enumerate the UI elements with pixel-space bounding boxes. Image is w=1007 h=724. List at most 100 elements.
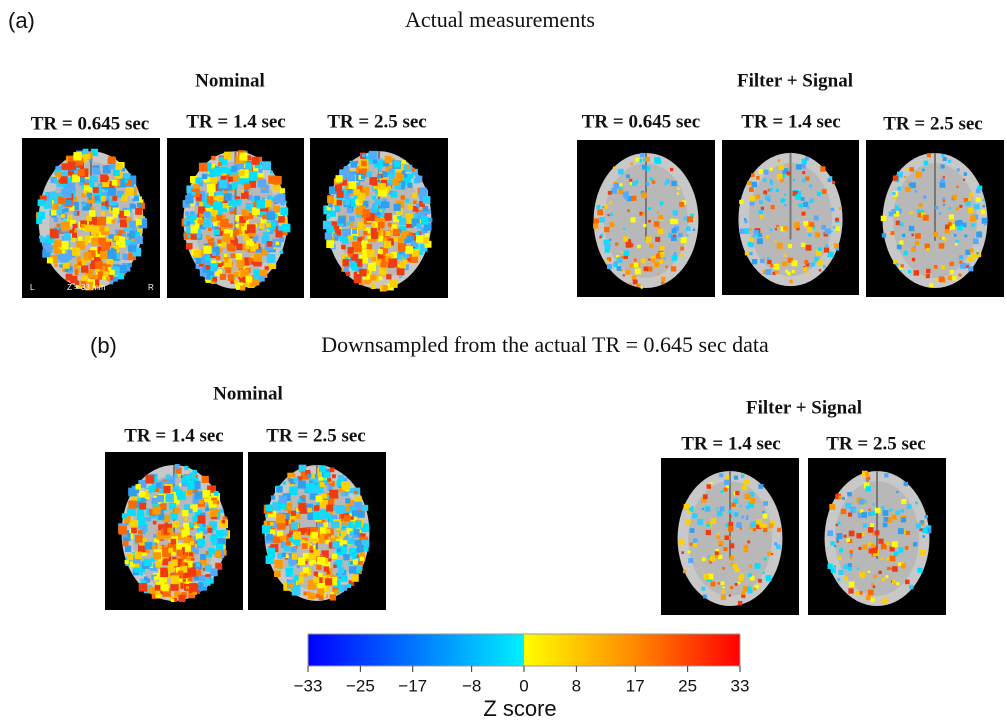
activation [868, 571, 870, 573]
activation [277, 486, 283, 492]
activation [735, 583, 738, 586]
activation [320, 482, 325, 487]
activation [407, 183, 412, 188]
activation [166, 475, 171, 480]
activation [280, 207, 288, 215]
activation [217, 239, 221, 243]
activation [922, 528, 927, 533]
activation [416, 204, 419, 207]
activation [971, 253, 976, 258]
activation [343, 554, 349, 560]
activation [648, 207, 651, 210]
activation [52, 203, 58, 209]
activation [629, 283, 631, 285]
activation [862, 545, 867, 550]
activation [681, 237, 687, 243]
activation [874, 530, 879, 535]
activation [859, 572, 865, 578]
activation [348, 247, 354, 253]
activation [139, 491, 145, 497]
activation [38, 199, 45, 206]
activation [745, 220, 748, 223]
activation [955, 243, 958, 246]
activation [407, 177, 411, 181]
activation [342, 259, 349, 266]
activation [353, 559, 358, 564]
activation [650, 244, 654, 248]
activation [644, 267, 649, 272]
activation [844, 576, 848, 580]
activation [917, 568, 922, 573]
activation [915, 501, 918, 504]
activation [960, 263, 966, 269]
activation [922, 169, 925, 172]
activation [350, 222, 354, 226]
activation [297, 565, 300, 568]
activation [753, 588, 756, 591]
activation [670, 168, 673, 171]
activation [405, 246, 413, 254]
activation [131, 528, 137, 534]
activation [292, 547, 296, 551]
activation [658, 215, 663, 220]
activation [789, 280, 792, 283]
activation [152, 498, 158, 504]
activation [660, 260, 663, 263]
activation [770, 181, 774, 185]
activation [324, 566, 329, 571]
activation [731, 503, 735, 507]
activation [271, 495, 275, 499]
activation [296, 514, 301, 519]
activation [200, 554, 206, 560]
activation [703, 494, 708, 499]
activation [805, 157, 809, 161]
activation [219, 180, 227, 188]
activation [89, 197, 92, 200]
activation [747, 587, 751, 591]
activation [346, 507, 350, 511]
activation [905, 546, 909, 550]
activation [108, 188, 116, 196]
activation [829, 176, 832, 179]
activation [909, 226, 914, 231]
activation [913, 245, 915, 247]
activation [956, 240, 959, 243]
activation [915, 241, 919, 245]
activation [152, 545, 157, 550]
activation [91, 226, 99, 234]
activation [218, 263, 222, 267]
activation [423, 238, 429, 244]
activation [941, 179, 945, 183]
activation [604, 242, 610, 248]
activation [303, 567, 309, 573]
activation [73, 152, 81, 160]
activation [65, 200, 71, 206]
activation [641, 192, 646, 197]
activation [611, 188, 617, 194]
activation [863, 523, 867, 527]
activation [398, 243, 407, 252]
orientation-label: R [148, 283, 154, 292]
activation [633, 280, 638, 285]
activation [848, 567, 852, 571]
activation [191, 215, 196, 220]
activation [768, 529, 770, 531]
activation [721, 595, 726, 600]
activation [702, 508, 704, 510]
activation [229, 207, 233, 211]
activation [881, 216, 886, 221]
colorbar-tick-label: 33 [731, 676, 750, 695]
activation [326, 240, 334, 248]
activation [129, 245, 136, 252]
activation [286, 541, 291, 546]
activation [173, 516, 176, 519]
activation [878, 571, 881, 574]
activation [211, 156, 215, 160]
activation [750, 498, 756, 504]
activation [245, 245, 249, 249]
activation [907, 181, 909, 183]
activation [618, 169, 624, 175]
activation [597, 209, 603, 215]
activation [205, 565, 212, 572]
activation [310, 483, 316, 489]
